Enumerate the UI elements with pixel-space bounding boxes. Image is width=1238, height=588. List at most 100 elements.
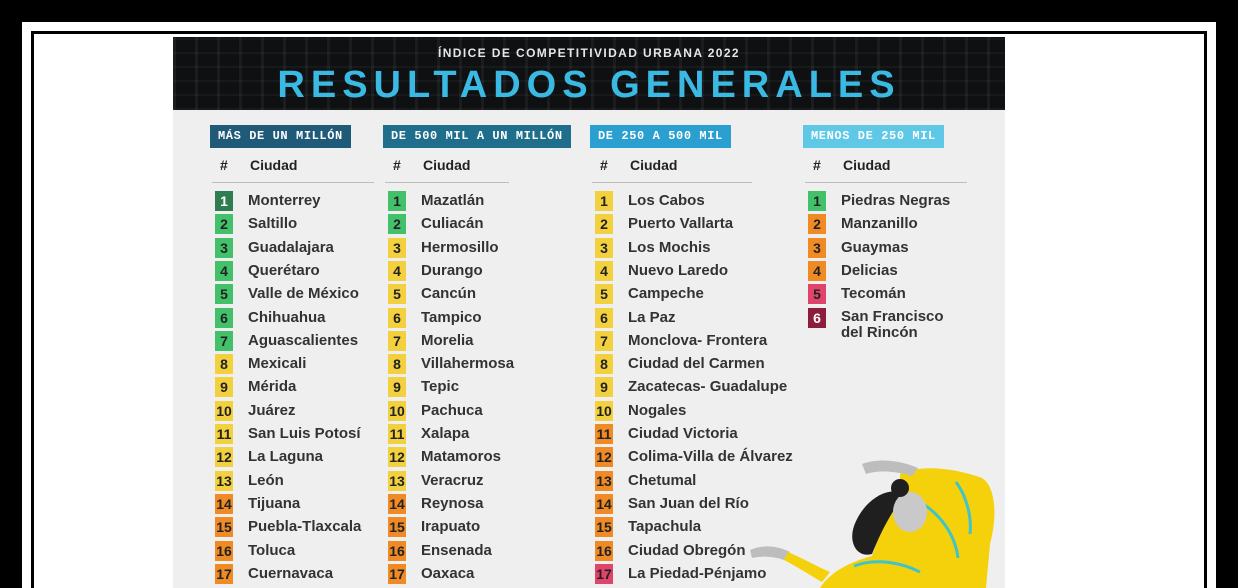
rank-badge: 12 (388, 447, 406, 468)
city-name: Toluca (248, 541, 296, 559)
rank-badge: 4 (595, 260, 613, 281)
city-name: La Laguna (248, 448, 324, 466)
rank-badge: 2 (595, 214, 613, 235)
city-name: San Luis Potosí (248, 425, 361, 442)
city-name: Tecomán (841, 285, 906, 303)
rank-badge: 9 (388, 377, 406, 398)
rank-badge: 16 (215, 540, 233, 561)
city-name: Morelia (421, 331, 474, 349)
city-name: Reynosa (421, 494, 484, 512)
rank-badge: 3 (808, 237, 826, 258)
city-name: Hermosillo (421, 238, 499, 256)
city-name: Ciudad del Carmen (628, 355, 765, 373)
rank-badge: 10 (595, 400, 613, 421)
results-poster: ÍNDICE DE COMPETITIVIDAD URBANA 2022 RES… (173, 37, 1005, 588)
rank-badge: 16 (595, 540, 613, 561)
rank-badge: 10 (388, 400, 406, 421)
city-name: Campeche (628, 285, 704, 303)
city-name: Querétaro (248, 261, 320, 279)
city-name: Mexicali (248, 355, 307, 373)
city-name: La Paz (628, 308, 676, 326)
city-name: Tijuana (248, 494, 301, 512)
woman-illustration (750, 460, 995, 588)
table-header: # Ciudad (212, 156, 374, 183)
city-name: Colima-Villa de Álvarez (628, 448, 793, 466)
rank-badge: 4 (388, 260, 406, 281)
city-name: Saltillo (248, 215, 298, 233)
rank-badge: 8 (388, 354, 406, 375)
rank-badge: 5 (388, 284, 406, 305)
city-name: Guadalajara (248, 238, 334, 256)
city-name: Guaymas (841, 238, 909, 256)
index-subtitle: ÍNDICE DE COMPETITIVIDAD URBANA 2022 (438, 46, 740, 60)
rank-badge: 6 (215, 307, 233, 328)
city-name: Veracruz (421, 471, 484, 489)
city-name: La Piedad-Pénjamo (628, 564, 767, 582)
city-name: Piedras Negras (841, 192, 951, 209)
table-header: # Ciudad (805, 156, 967, 183)
rank-badge: 11 (388, 424, 406, 444)
rank-badge: 1 (808, 191, 826, 211)
rank-badge: 17 (595, 563, 613, 584)
rank-badge: 9 (595, 377, 613, 398)
rank-badge: 6 (388, 307, 406, 328)
city-name: Pachuca (421, 401, 483, 419)
city-name: Ensenada (421, 541, 492, 559)
column-heading: MÁS DE UN MILLÓN (210, 125, 351, 148)
rank-badge: 6 (808, 307, 826, 328)
rank-badge: 10 (215, 400, 233, 421)
city-name: Aguascalientes (248, 331, 359, 349)
city-header: Ciudad (423, 157, 471, 173)
page-title: RESULTADOS GENERALES (277, 64, 901, 106)
city-name: Chihuahua (248, 308, 326, 326)
rank-badge: 4 (215, 260, 233, 281)
city-name: Irapuato (421, 518, 481, 536)
rank-badge: 11 (595, 424, 613, 444)
city-name: Culiacán (421, 215, 484, 233)
rank-badge: 14 (215, 493, 233, 514)
rank-badge: 15 (595, 517, 613, 538)
city-name: León (248, 471, 284, 489)
rank-badge: 6 (595, 307, 613, 328)
city-name: Tampico (421, 308, 482, 326)
rank-badge: 11 (215, 424, 233, 444)
rank-badge: 5 (215, 284, 233, 305)
city-name: Cuernavaca (248, 564, 334, 582)
city-name: Durango (421, 261, 483, 279)
table-header: # Ciudad (385, 156, 509, 183)
rank-badge: 16 (388, 540, 406, 561)
rank-badge: 5 (808, 284, 826, 305)
city-name: Valle de México (248, 285, 359, 303)
city-name: Tepic (421, 378, 460, 396)
column-heading: MENOS DE 250 MIL (803, 125, 944, 148)
city-name: San Juan del Río (628, 494, 749, 512)
city-name: Monterrey (248, 192, 321, 209)
rank-badge: 13 (388, 470, 406, 491)
rank-badge: 15 (215, 517, 233, 538)
rank-badge: 1 (388, 191, 406, 211)
rank-badge: 17 (388, 563, 406, 584)
rank-badge: 3 (215, 237, 233, 258)
city-name: Juárez (248, 401, 296, 419)
city-name: Puerto Vallarta (628, 215, 734, 233)
rank-header: # (813, 157, 821, 173)
city-name: Oaxaca (421, 564, 475, 582)
column-heading: DE 250 A 500 MIL (590, 125, 731, 148)
city-name: Zacatecas- Guadalupe (628, 378, 788, 396)
rank-badge: 14 (388, 493, 406, 514)
rank-header: # (600, 157, 608, 173)
rank-badge: 15 (388, 517, 406, 538)
rank-badge: 8 (595, 354, 613, 375)
rank-badge: 7 (388, 330, 406, 351)
city-name: San Francisco del Rincón (841, 307, 944, 341)
table-header: # Ciudad (592, 156, 752, 183)
rank-badge: 1 (215, 191, 233, 211)
rank-badge: 8 (215, 354, 233, 375)
column-heading: DE 500 MIL A UN MILLÓN (383, 125, 571, 148)
rank-badge: 2 (388, 214, 406, 235)
rank-badge: 13 (215, 470, 233, 491)
column-250-a-500-mil: DE 250 A 500 MIL # Ciudad 1 Los Cabos 2 Pue… (590, 125, 800, 584)
rank-badge: 2 (808, 214, 826, 235)
rank-badge: 5 (595, 284, 613, 305)
rank-badge: 9 (215, 377, 233, 398)
